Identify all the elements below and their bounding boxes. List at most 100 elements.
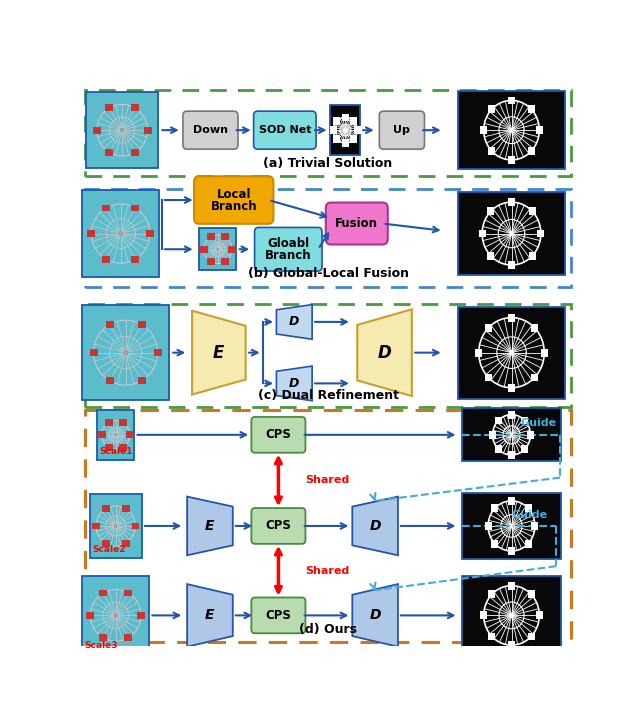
Bar (508, 641, 515, 649)
Bar (207, 258, 215, 265)
Bar (485, 373, 492, 381)
Bar (105, 419, 113, 425)
Bar (508, 261, 515, 269)
Bar (522, 417, 528, 425)
Bar (342, 139, 349, 147)
Text: $\bfit{D}$: $\bfit{D}$ (369, 608, 381, 622)
Circle shape (115, 524, 117, 528)
Polygon shape (187, 497, 233, 555)
Bar (330, 126, 337, 134)
Bar (528, 590, 534, 598)
Bar (124, 635, 132, 641)
Circle shape (510, 613, 513, 617)
Bar (106, 321, 113, 328)
Bar (119, 444, 127, 451)
FancyBboxPatch shape (380, 111, 424, 149)
Bar (489, 431, 496, 439)
Polygon shape (187, 584, 233, 647)
Bar (508, 451, 515, 459)
FancyBboxPatch shape (255, 227, 322, 271)
Text: $\bfit{D}$: $\bfit{D}$ (377, 343, 392, 362)
Bar (538, 229, 545, 237)
Bar (221, 258, 229, 265)
Bar (102, 205, 110, 211)
Bar (86, 612, 94, 619)
Bar (536, 126, 543, 134)
Bar (86, 92, 158, 168)
Bar (488, 147, 495, 155)
Text: Scale2: Scale2 (92, 544, 125, 554)
Bar (105, 444, 113, 451)
Bar (143, 127, 152, 134)
Bar (85, 189, 571, 287)
Bar (529, 208, 536, 216)
Bar (98, 431, 106, 439)
Bar (508, 384, 515, 391)
Bar (525, 505, 532, 512)
Bar (342, 113, 349, 121)
Bar (106, 378, 113, 384)
Bar (529, 252, 536, 260)
Bar (508, 497, 515, 505)
Bar (488, 105, 495, 113)
Bar (350, 117, 357, 125)
Text: SOD Net: SOD Net (259, 125, 311, 135)
Bar (99, 590, 107, 596)
Bar (458, 91, 565, 169)
Circle shape (124, 350, 128, 355)
Bar (462, 576, 561, 655)
Bar (85, 303, 571, 407)
Polygon shape (357, 309, 412, 396)
Bar (508, 314, 515, 322)
Bar (82, 305, 169, 400)
Circle shape (115, 433, 116, 436)
Bar (82, 190, 159, 277)
FancyBboxPatch shape (252, 597, 305, 633)
Text: $\bfit{D}$: $\bfit{D}$ (289, 377, 300, 390)
Polygon shape (352, 584, 398, 647)
Text: (c) Dual Refinement: (c) Dual Refinement (257, 388, 399, 401)
Bar (495, 445, 502, 453)
Bar (93, 127, 100, 134)
Bar (92, 523, 100, 529)
Text: Shared: Shared (306, 476, 350, 486)
Bar (479, 229, 486, 237)
Bar (480, 611, 487, 619)
Bar (200, 246, 208, 253)
Bar (333, 135, 340, 143)
Bar (508, 547, 515, 555)
Text: CPS: CPS (266, 519, 291, 532)
Bar (138, 321, 146, 328)
Bar (90, 349, 97, 356)
Text: Shared: Shared (306, 566, 350, 576)
Bar (536, 611, 543, 619)
Bar (488, 590, 495, 598)
Bar (487, 208, 494, 216)
FancyBboxPatch shape (252, 508, 305, 544)
Bar (228, 246, 236, 253)
Bar (487, 252, 494, 260)
Bar (531, 522, 538, 530)
Text: Guide: Guide (511, 510, 548, 521)
Bar (131, 205, 140, 211)
Bar (330, 105, 360, 155)
Bar (485, 324, 492, 332)
Bar (138, 378, 146, 384)
Bar (124, 590, 132, 596)
Bar (525, 539, 532, 547)
Polygon shape (352, 497, 398, 555)
Bar (102, 505, 110, 512)
Bar (492, 505, 499, 512)
Circle shape (510, 524, 513, 528)
Bar (221, 234, 229, 240)
Circle shape (114, 613, 118, 617)
Bar (154, 349, 162, 356)
Text: Branch: Branch (265, 249, 312, 262)
Text: Up: Up (394, 125, 410, 135)
Bar (85, 89, 571, 176)
Bar (90, 494, 141, 558)
Bar (528, 147, 534, 155)
Circle shape (217, 248, 219, 250)
Polygon shape (276, 305, 312, 339)
Bar (488, 632, 495, 640)
